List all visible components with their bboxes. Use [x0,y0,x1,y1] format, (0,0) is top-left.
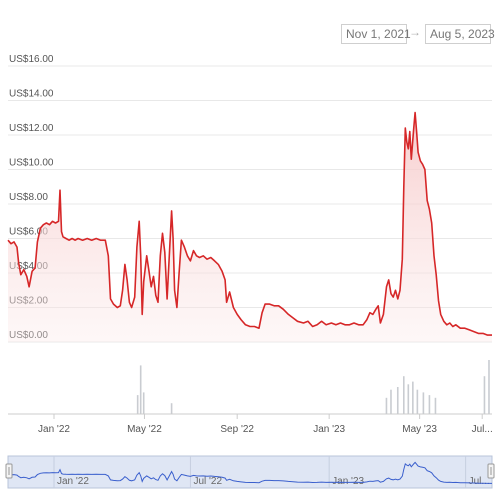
range-arrow-icon: → [409,25,421,39]
volume-bar [396,387,399,414]
y-tick-label: US$4.00 [9,261,48,272]
price-line [7,111,492,336]
y-tick-label: US$14.00 [9,89,54,100]
volume-bar [390,389,392,414]
x-tick-label: Jul... [472,424,493,435]
y-tick-label: US$10.00 [9,158,54,169]
volume-bar [385,397,388,414]
volume-bars [136,360,490,414]
x-tick-label: May '22 [127,424,162,435]
volume-bar [170,403,173,414]
navigator-tick-label: Jul... [469,476,490,487]
volume-bar [142,392,145,414]
volume-bar [407,384,410,414]
navigator[interactable]: Jan '22 Jul '22 Jan '23 Jul... [5,455,495,489]
x-tick-label: Jan '23 [313,424,345,435]
x-tick-label: May '23 [402,424,437,435]
y-tick-label: US$12.00 [9,123,54,134]
volume-bar [422,392,425,414]
navigator-tick-label: Jan '23 [332,476,364,487]
volume-bar [139,365,142,414]
navigator-tick-label: Jan '22 [57,476,89,487]
x-tick-label: Jan '22 [38,424,70,435]
y-tick-label: US$16.00 [9,54,54,65]
volume-bar [136,395,139,414]
navigator-series-line [7,461,492,484]
x-axis: Jan '22 May '22 Sep '22 Jan '23 May '23 Jul..… [38,414,493,435]
volume-bar [402,376,405,414]
y-tick-label: US$8.00 [9,192,48,203]
navigator-tick-label: Jul '22 [193,476,222,487]
volume-bar [483,376,486,414]
y-tick-label: US$6.00 [9,227,48,238]
volume-bar [488,360,490,414]
volume-bar [412,381,414,414]
x-tick-label: Sep '22 [220,424,254,435]
date-range-from-input[interactable]: Nov 1, 2021 [341,24,411,44]
volume-bar [416,389,419,414]
price-area [8,112,492,342]
date-range-to-input[interactable]: Aug 5, 2023 [425,24,495,44]
volume-bar [434,397,437,414]
volume-bar [428,395,431,414]
